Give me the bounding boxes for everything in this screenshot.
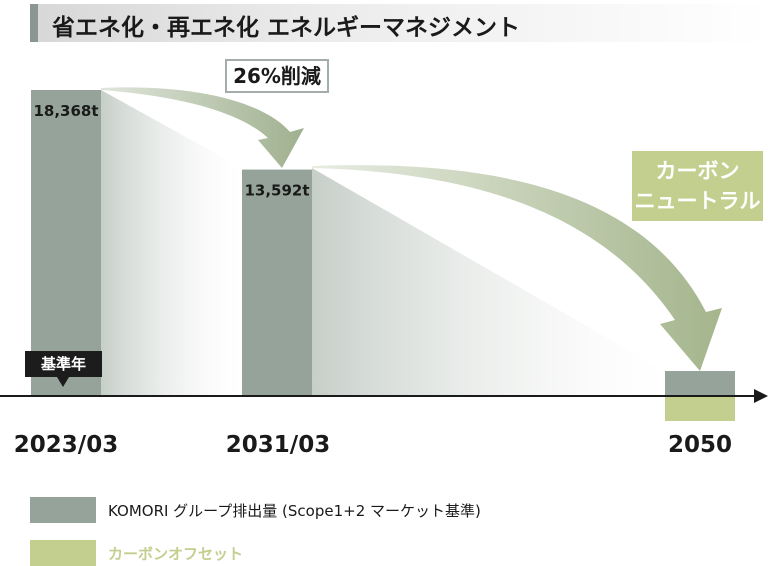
emission-bar-2031-03: [242, 169, 312, 396]
reduction-shade-1: [101, 90, 242, 396]
page-title: 省エネ化・再エネ化 エネルギーマネジメント: [52, 15, 521, 41]
value-label: 18,368t: [33, 102, 98, 120]
legend-label-offset: カーボンオフセット: [108, 545, 244, 563]
x-tick-label: 2031/03: [226, 432, 330, 458]
reduction-arrow: [101, 87, 304, 168]
base-year-pointer: [57, 377, 69, 387]
x-tick-label: 2050: [668, 432, 732, 458]
legend-swatch-emissions: [30, 497, 96, 523]
x-axis-arrowhead: [754, 389, 768, 403]
residual-bar-2050: [665, 371, 735, 396]
reduction-badge: 26%削減: [225, 59, 329, 93]
legend-swatch-offset: [30, 540, 96, 566]
reduction-shade-2: [312, 168, 665, 396]
emission-bar-2023-03: [31, 90, 101, 396]
value-label: 13,592t: [244, 182, 309, 200]
base-year-label: 基準年: [25, 351, 102, 377]
carbon-neutral-badge: カーボン ニュートラル: [632, 151, 763, 221]
title-band: 省エネ化・再エネ化 エネルギーマネジメント: [30, 4, 768, 42]
offset-bar-2050: [665, 396, 735, 421]
carbon-neutral-line2: ニュートラル: [634, 189, 761, 213]
neutral-arrow: [312, 165, 722, 371]
legend-label-emissions: KOMORI グループ排出量 (Scope1+2 マーケット基準): [108, 502, 481, 520]
x-tick-label: 2023/03: [14, 432, 118, 458]
carbon-neutral-line1: カーボン: [655, 159, 740, 183]
